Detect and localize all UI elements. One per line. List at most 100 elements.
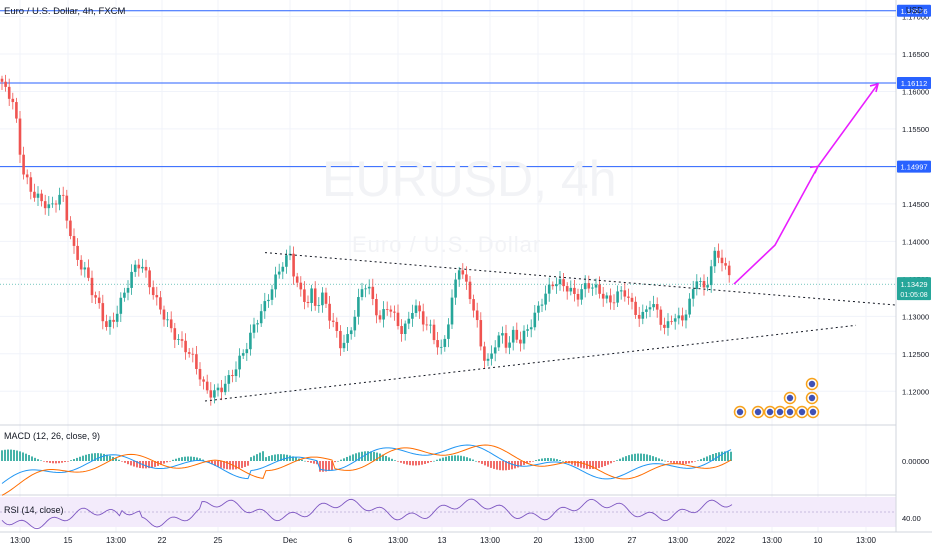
- rsi-legend[interactable]: RSI (14, close): [4, 505, 64, 515]
- candle-body: [234, 369, 238, 377]
- candle-body: [310, 288, 313, 303]
- macd-histogram-bar: [85, 454, 87, 461]
- candle-body: [645, 309, 648, 312]
- candle-body: [184, 340, 187, 353]
- candle-body: [688, 298, 691, 315]
- event-flag-inner-icon: [808, 394, 816, 402]
- macd-histogram-bar: [562, 460, 564, 462]
- macd-legend[interactable]: MACD (12, 26, close, 9): [4, 431, 101, 441]
- time-axis[interactable]: 13:00 15 13:00 22 25 Dec 6 13:00 13 13:00 20 13:00 2…: [10, 536, 877, 545]
- candle-body: [537, 305, 540, 313]
- macd-histogram-bar: [589, 461, 591, 470]
- candle-body: [709, 266, 713, 286]
- macd-histogram-bar: [175, 458, 177, 461]
- candle-body: [213, 390, 216, 398]
- candle-body: [652, 304, 655, 308]
- macd-histogram-bar: [454, 455, 456, 461]
- candle-body: [655, 304, 659, 310]
- macd-histogram-bar: [427, 461, 429, 464]
- macd-histogram-bar: [196, 457, 198, 461]
- candle-body: [108, 319, 112, 327]
- macd-histogram-bar: [163, 461, 165, 464]
- macd-histogram-bar: [448, 456, 450, 461]
- macd-histogram-bar: [58, 461, 60, 464]
- candle-body: [209, 390, 213, 398]
- price-axis[interactable]: 1.170001.165001.160001.155001.150001.145…: [902, 12, 929, 396]
- candle-body: [112, 319, 115, 322]
- macd-histogram-bar: [508, 461, 510, 470]
- candle-body: [173, 328, 177, 340]
- time-tick-label: 27: [628, 536, 637, 545]
- arrowhead: [869, 82, 880, 93]
- candle-body: [90, 277, 94, 296]
- candle-body: [594, 284, 598, 288]
- economic-events[interactable]: [733, 377, 820, 419]
- candle-body: [303, 289, 306, 302]
- candle-body: [328, 303, 331, 321]
- macd-histogram-bar: [640, 453, 642, 461]
- candle-body: [29, 177, 33, 192]
- candle-body: [504, 333, 508, 348]
- macd-histogram-bar: [247, 461, 249, 466]
- macd-histogram-bar: [127, 461, 129, 465]
- price-tick-label: 1.14000: [902, 237, 929, 246]
- macd-histogram-bar: [355, 453, 357, 461]
- candle-body: [349, 330, 353, 335]
- macd-histogram-bar: [160, 461, 162, 465]
- candle-body: [364, 288, 367, 290]
- macd-histogram-bar: [301, 459, 303, 461]
- macd-histogram-bar: [439, 458, 441, 461]
- candle-body: [601, 293, 605, 299]
- macd-histogram-bar: [391, 458, 393, 461]
- macd-histogram-bar: [643, 453, 645, 461]
- macd-histogram-bar: [70, 460, 72, 461]
- candle-body: [619, 290, 623, 292]
- candle-body: [587, 283, 591, 289]
- macd-histogram-bar: [484, 461, 486, 466]
- candle-body: [58, 194, 61, 205]
- last-price-label: 1.13429: [900, 280, 927, 289]
- candle-body: [191, 353, 195, 355]
- candle-body: [7, 86, 11, 99]
- macd-histogram-bar: [415, 461, 417, 466]
- macd-histogram-bar: [271, 455, 273, 461]
- candle-body: [36, 193, 40, 198]
- projection-arrow[interactable]: [733, 82, 880, 285]
- symbol-title[interactable]: Euro / U.S. Dollar, 4h, FXCM: [4, 6, 126, 17]
- macd-histogram-bar: [202, 459, 204, 461]
- macd-histogram-bar: [67, 461, 69, 462]
- price-tick-label: 1.12500: [902, 350, 929, 359]
- macd-histogram-bar: [553, 458, 555, 461]
- candle-body: [443, 338, 447, 347]
- candle-body: [673, 318, 677, 322]
- macd-histogram-bar: [118, 459, 120, 461]
- macd-histogram-bar: [382, 454, 384, 461]
- level-price-tag: [897, 160, 931, 173]
- candle-body: [259, 311, 263, 324]
- candle-body: [450, 297, 454, 325]
- triangle-trendlines[interactable]: [204, 252, 897, 402]
- candle-body: [267, 299, 270, 302]
- macd-histogram-bar: [424, 461, 426, 464]
- macd-histogram-bar: [685, 461, 687, 464]
- candle-body: [465, 274, 468, 282]
- macd-histogram-bar: [556, 459, 558, 461]
- macd-histogram-bar: [712, 454, 714, 461]
- candle-body: [511, 329, 515, 343]
- candle-body: [717, 250, 720, 258]
- macd-histogram-bar: [154, 461, 156, 467]
- candle-body: [126, 287, 130, 293]
- event-flag-inner-icon: [808, 380, 816, 388]
- time-tick-label: 13:00: [480, 536, 501, 545]
- macd-histogram-bar: [628, 455, 630, 461]
- macd-histogram-bar: [436, 459, 438, 461]
- macd-histogram-bar: [529, 461, 531, 463]
- horizontal-levels[interactable]: [0, 10, 896, 168]
- macd-histogram-bar: [43, 461, 45, 462]
- candle-body: [436, 340, 439, 348]
- candle-body: [562, 279, 565, 287]
- time-tick-label: 13: [438, 536, 447, 545]
- macd-histogram-bar: [106, 454, 108, 461]
- candle-body: [335, 321, 339, 331]
